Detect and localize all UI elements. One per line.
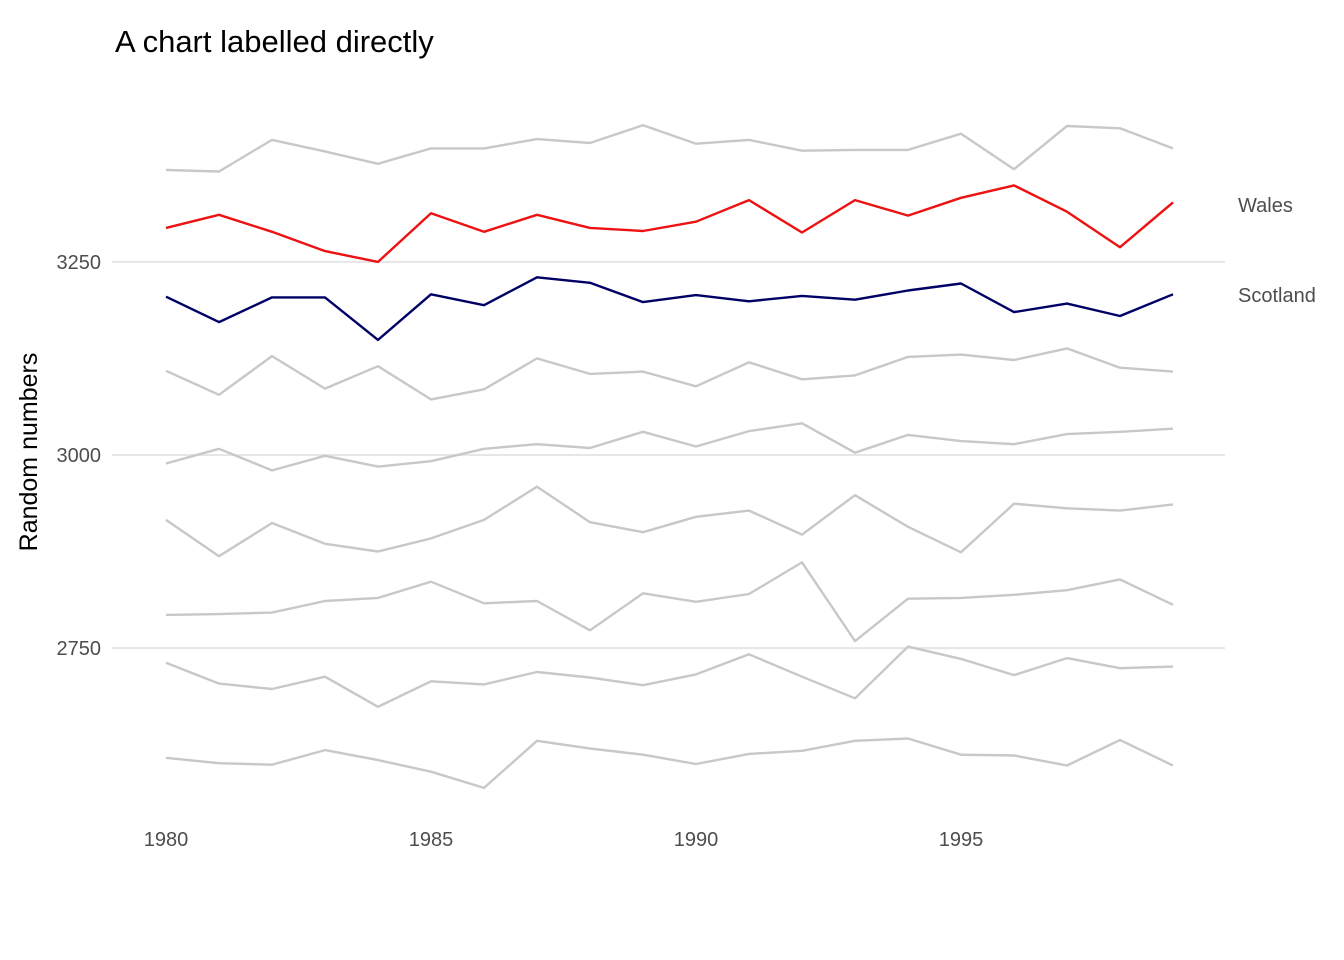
series-line-4	[165, 347, 1174, 401]
series-lines	[165, 123, 1174, 790]
series-line-wales	[165, 184, 1174, 264]
x-tick-label: 1985	[409, 829, 454, 851]
x-tick-label: 1990	[674, 829, 719, 851]
grid-lines	[112, 260, 1225, 650]
series-line-1	[165, 123, 1174, 173]
y-tick-label: 3000	[57, 445, 102, 467]
series-line-9	[165, 737, 1174, 790]
chart-title: A chart labelled directly	[115, 24, 434, 59]
series-line-7	[165, 561, 1174, 643]
series-line-scotland	[165, 276, 1174, 342]
y-tick-label: 2750	[57, 638, 102, 660]
series-line-5	[165, 422, 1174, 472]
series-line-8	[165, 645, 1174, 708]
y-axis-title: Random numbers	[15, 353, 43, 552]
series-line-6	[165, 485, 1174, 558]
series-labels: Wales Scotland	[1238, 195, 1316, 307]
series-label-wales: Wales	[1238, 195, 1293, 217]
x-axis-ticks: 1980 1985 1990 1995	[144, 829, 984, 851]
x-tick-label: 1980	[144, 829, 189, 851]
series-label-scotland: Scotland	[1238, 285, 1316, 307]
x-tick-label: 1995	[939, 829, 984, 851]
y-axis-ticks: 2750 3000 3250	[57, 252, 102, 660]
y-tick-label: 3250	[57, 252, 102, 274]
